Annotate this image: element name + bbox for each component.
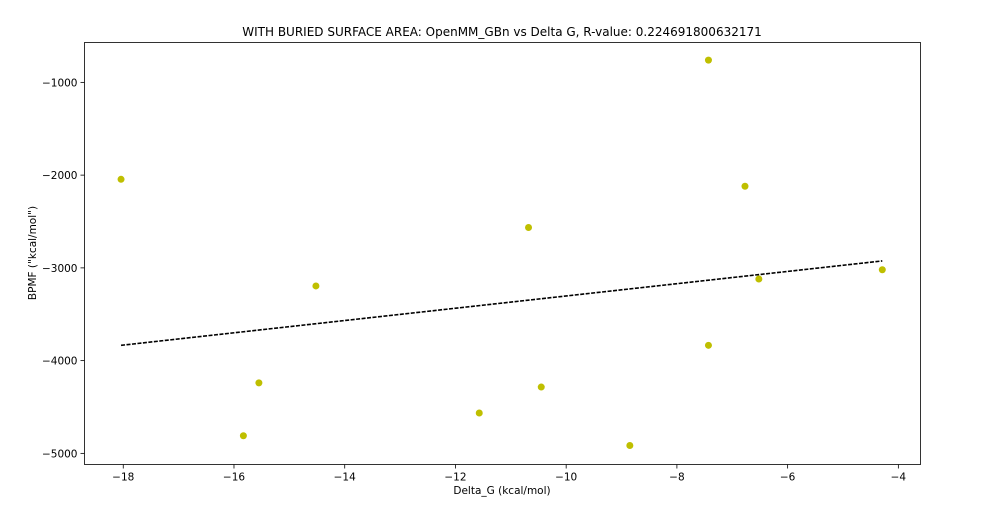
data-point (704, 341, 712, 349)
y-tick-label: −1000 (42, 77, 78, 89)
plot-frame (84, 42, 921, 465)
data-point (239, 432, 247, 440)
y-tick-label: −4000 (42, 356, 78, 368)
x-tick-label: −10 (555, 472, 577, 484)
data-point (626, 441, 634, 449)
y-tick-label: −3000 (42, 263, 78, 275)
data-point (525, 224, 533, 232)
x-tick-label: −4 (891, 472, 907, 484)
data-point (255, 379, 263, 387)
data-point (537, 383, 545, 391)
data-point (878, 266, 886, 274)
fit-line (120, 260, 883, 347)
x-tick-label: −6 (780, 472, 796, 484)
data-point (312, 282, 320, 290)
y-axis-label: BPMF ("kcal/mol") (27, 206, 39, 300)
data-point (755, 275, 763, 283)
y-axis: −5000 −4000 −3000 −2000 −1000 (42, 77, 85, 460)
x-tick-label: −12 (444, 472, 466, 484)
scatter-points (117, 56, 886, 449)
plot-area: −18 −16 −14 −12 −10 −8 −6 −4 −5000 −4000 −3000 −20… (42, 42, 921, 484)
data-point (704, 56, 712, 64)
x-axis-label: Delta_G (kcal/mol) (453, 485, 550, 497)
x-tick-label: −14 (334, 472, 356, 484)
y-tick-label: −5000 (42, 448, 78, 460)
x-tick-label: −8 (669, 472, 684, 484)
data-point (117, 175, 125, 183)
x-tick-label: −18 (112, 472, 134, 484)
data-point (741, 182, 749, 190)
fit-line-group (120, 260, 883, 347)
x-tick-label: −16 (223, 472, 245, 484)
y-tick-label: −2000 (42, 170, 78, 182)
x-axis: −18 −16 −14 −12 −10 −8 −6 −4 (112, 464, 907, 484)
data-point (475, 409, 483, 417)
chart-title: WITH BURIED SURFACE AREA: OpenMM_GBn vs … (242, 25, 762, 39)
